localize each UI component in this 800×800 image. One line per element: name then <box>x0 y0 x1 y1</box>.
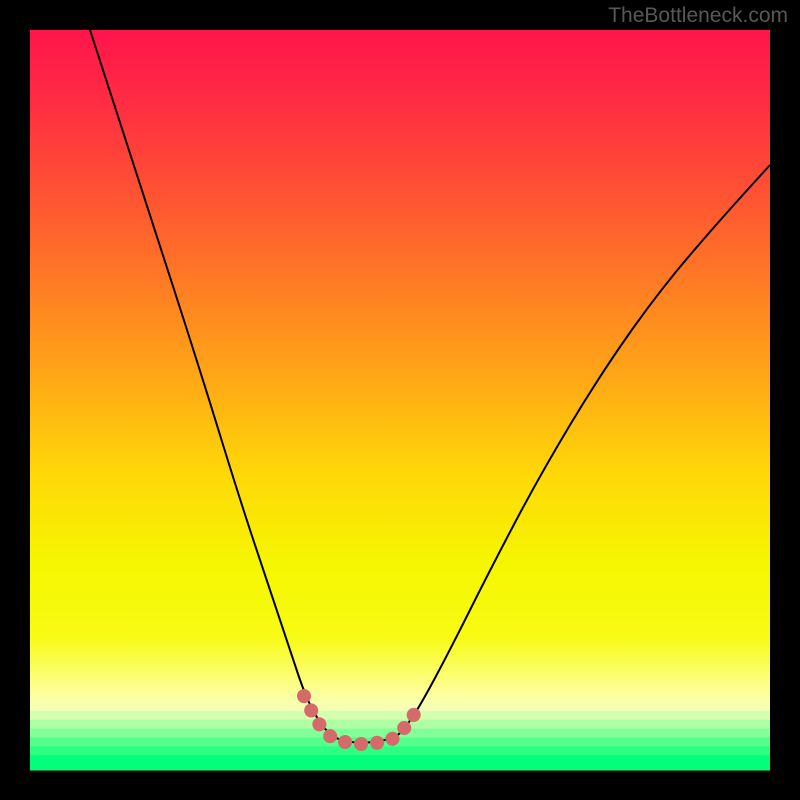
gradient-background <box>30 30 770 770</box>
bottom-bands <box>30 711 770 771</box>
watermark-text: TheBottleneck.com <box>608 4 788 28</box>
plot-group <box>30 30 770 771</box>
chart-svg <box>0 0 800 800</box>
